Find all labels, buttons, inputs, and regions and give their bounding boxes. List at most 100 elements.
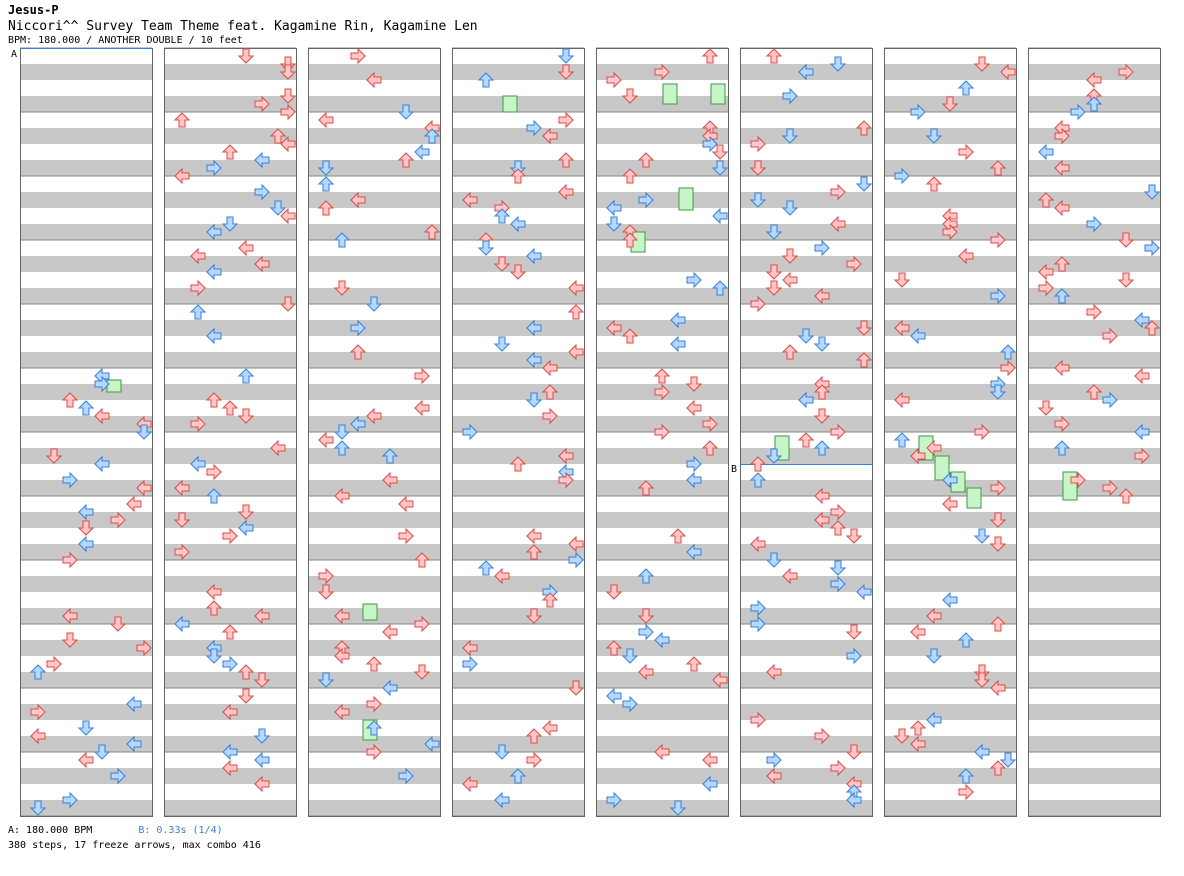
step-arrow <box>750 599 766 617</box>
step-arrow <box>702 135 718 153</box>
beat-stripe <box>884 576 1016 592</box>
step-arrow <box>541 592 559 608</box>
step-arrow <box>1054 415 1070 433</box>
step-arrow <box>109 616 127 632</box>
step-arrow <box>749 192 767 208</box>
step-arrow <box>510 215 526 233</box>
step-arrow <box>990 287 1006 305</box>
step-arrow <box>318 111 334 129</box>
beat-stripe <box>20 416 152 432</box>
step-arrow <box>509 160 527 176</box>
beat-stripe <box>164 768 296 784</box>
step-arrow <box>366 71 382 89</box>
beat-stripe <box>1028 320 1160 336</box>
step-arrow <box>813 336 831 352</box>
step-arrow <box>1143 184 1161 200</box>
beat-stripe <box>308 544 440 560</box>
step-arrow <box>382 679 398 697</box>
beat-stripe <box>20 352 152 368</box>
step-arrow <box>973 56 991 72</box>
beat-stripe <box>164 64 296 80</box>
beat-stripe <box>452 384 584 400</box>
step-arrow <box>254 775 270 793</box>
beat-stripe <box>596 192 728 208</box>
beat-stripe <box>20 736 152 752</box>
step-arrow <box>765 48 783 64</box>
step-arrow <box>638 191 654 209</box>
step-stats: 380 steps, 17 freeze arrows, max combo 4… <box>8 840 261 851</box>
marker-a-label: A <box>11 49 17 60</box>
step-arrow <box>366 743 382 761</box>
step-arrow <box>957 768 975 784</box>
step-arrow <box>237 368 255 384</box>
step-arrow <box>686 271 702 289</box>
beat-stripe <box>740 800 872 816</box>
beat-stripe <box>164 224 296 240</box>
beat-stripe <box>1028 128 1160 144</box>
step-arrow <box>30 727 46 745</box>
step-arrow <box>398 767 414 785</box>
beat-stripe <box>740 416 872 432</box>
beat-stripe <box>20 672 152 688</box>
step-arrow <box>174 615 190 633</box>
step-arrow <box>845 624 863 640</box>
beat-stripe <box>20 448 152 464</box>
freeze-arrow <box>934 455 950 481</box>
step-arrow <box>893 432 911 448</box>
freeze-arrow <box>710 83 726 105</box>
step-arrow <box>830 575 846 593</box>
step-arrow <box>1143 320 1161 336</box>
step-arrow <box>349 344 367 360</box>
beat-stripe <box>1028 576 1160 592</box>
step-arrow <box>29 664 47 680</box>
beat-stripe <box>884 480 1016 496</box>
step-arrow <box>999 752 1017 768</box>
step-arrow <box>653 368 671 384</box>
step-arrow <box>989 616 1007 632</box>
step-arrow <box>382 623 398 641</box>
step-arrow <box>765 224 783 240</box>
step-arrow <box>669 528 687 544</box>
step-arrow <box>126 495 142 513</box>
step-arrow <box>78 751 94 769</box>
beat-stripe <box>596 480 728 496</box>
step-arrow <box>222 743 238 761</box>
step-arrow <box>222 655 238 673</box>
step-arrow <box>750 711 766 729</box>
beat-stripe <box>20 224 152 240</box>
beat-stripe <box>596 704 728 720</box>
step-arrow <box>701 48 719 64</box>
beat-stripe <box>884 704 1016 720</box>
step-arrow <box>711 144 729 160</box>
beat-stripe <box>596 672 728 688</box>
step-arrow <box>894 167 910 185</box>
step-arrow <box>381 448 399 464</box>
beat-stripe <box>740 96 872 112</box>
step-arrow <box>638 623 654 641</box>
step-arrow <box>189 304 207 320</box>
step-arrow <box>334 703 350 721</box>
beat-stripe <box>164 640 296 656</box>
beat-stripe <box>884 416 1016 432</box>
freeze-arrow <box>502 95 518 113</box>
step-arrow <box>958 247 974 265</box>
step-arrow <box>317 200 335 216</box>
step-arrow <box>190 279 206 297</box>
beat-stripe <box>20 256 152 272</box>
step-arrow <box>317 160 335 176</box>
step-arrow <box>765 552 783 568</box>
step-arrow <box>398 527 414 545</box>
step-arrow <box>206 583 222 601</box>
beat-stripe <box>164 672 296 688</box>
step-arrow <box>910 623 926 641</box>
beat-stripe <box>884 800 1016 816</box>
step-arrow <box>94 375 110 393</box>
beat-stripe <box>884 768 1016 784</box>
step-arrow <box>606 687 622 705</box>
step-arrow <box>1086 303 1102 321</box>
step-arrow <box>989 384 1007 400</box>
beat-stripe <box>452 192 584 208</box>
step-arrow <box>350 47 366 65</box>
beat-stripe <box>164 384 296 400</box>
beat-stripe <box>452 96 584 112</box>
